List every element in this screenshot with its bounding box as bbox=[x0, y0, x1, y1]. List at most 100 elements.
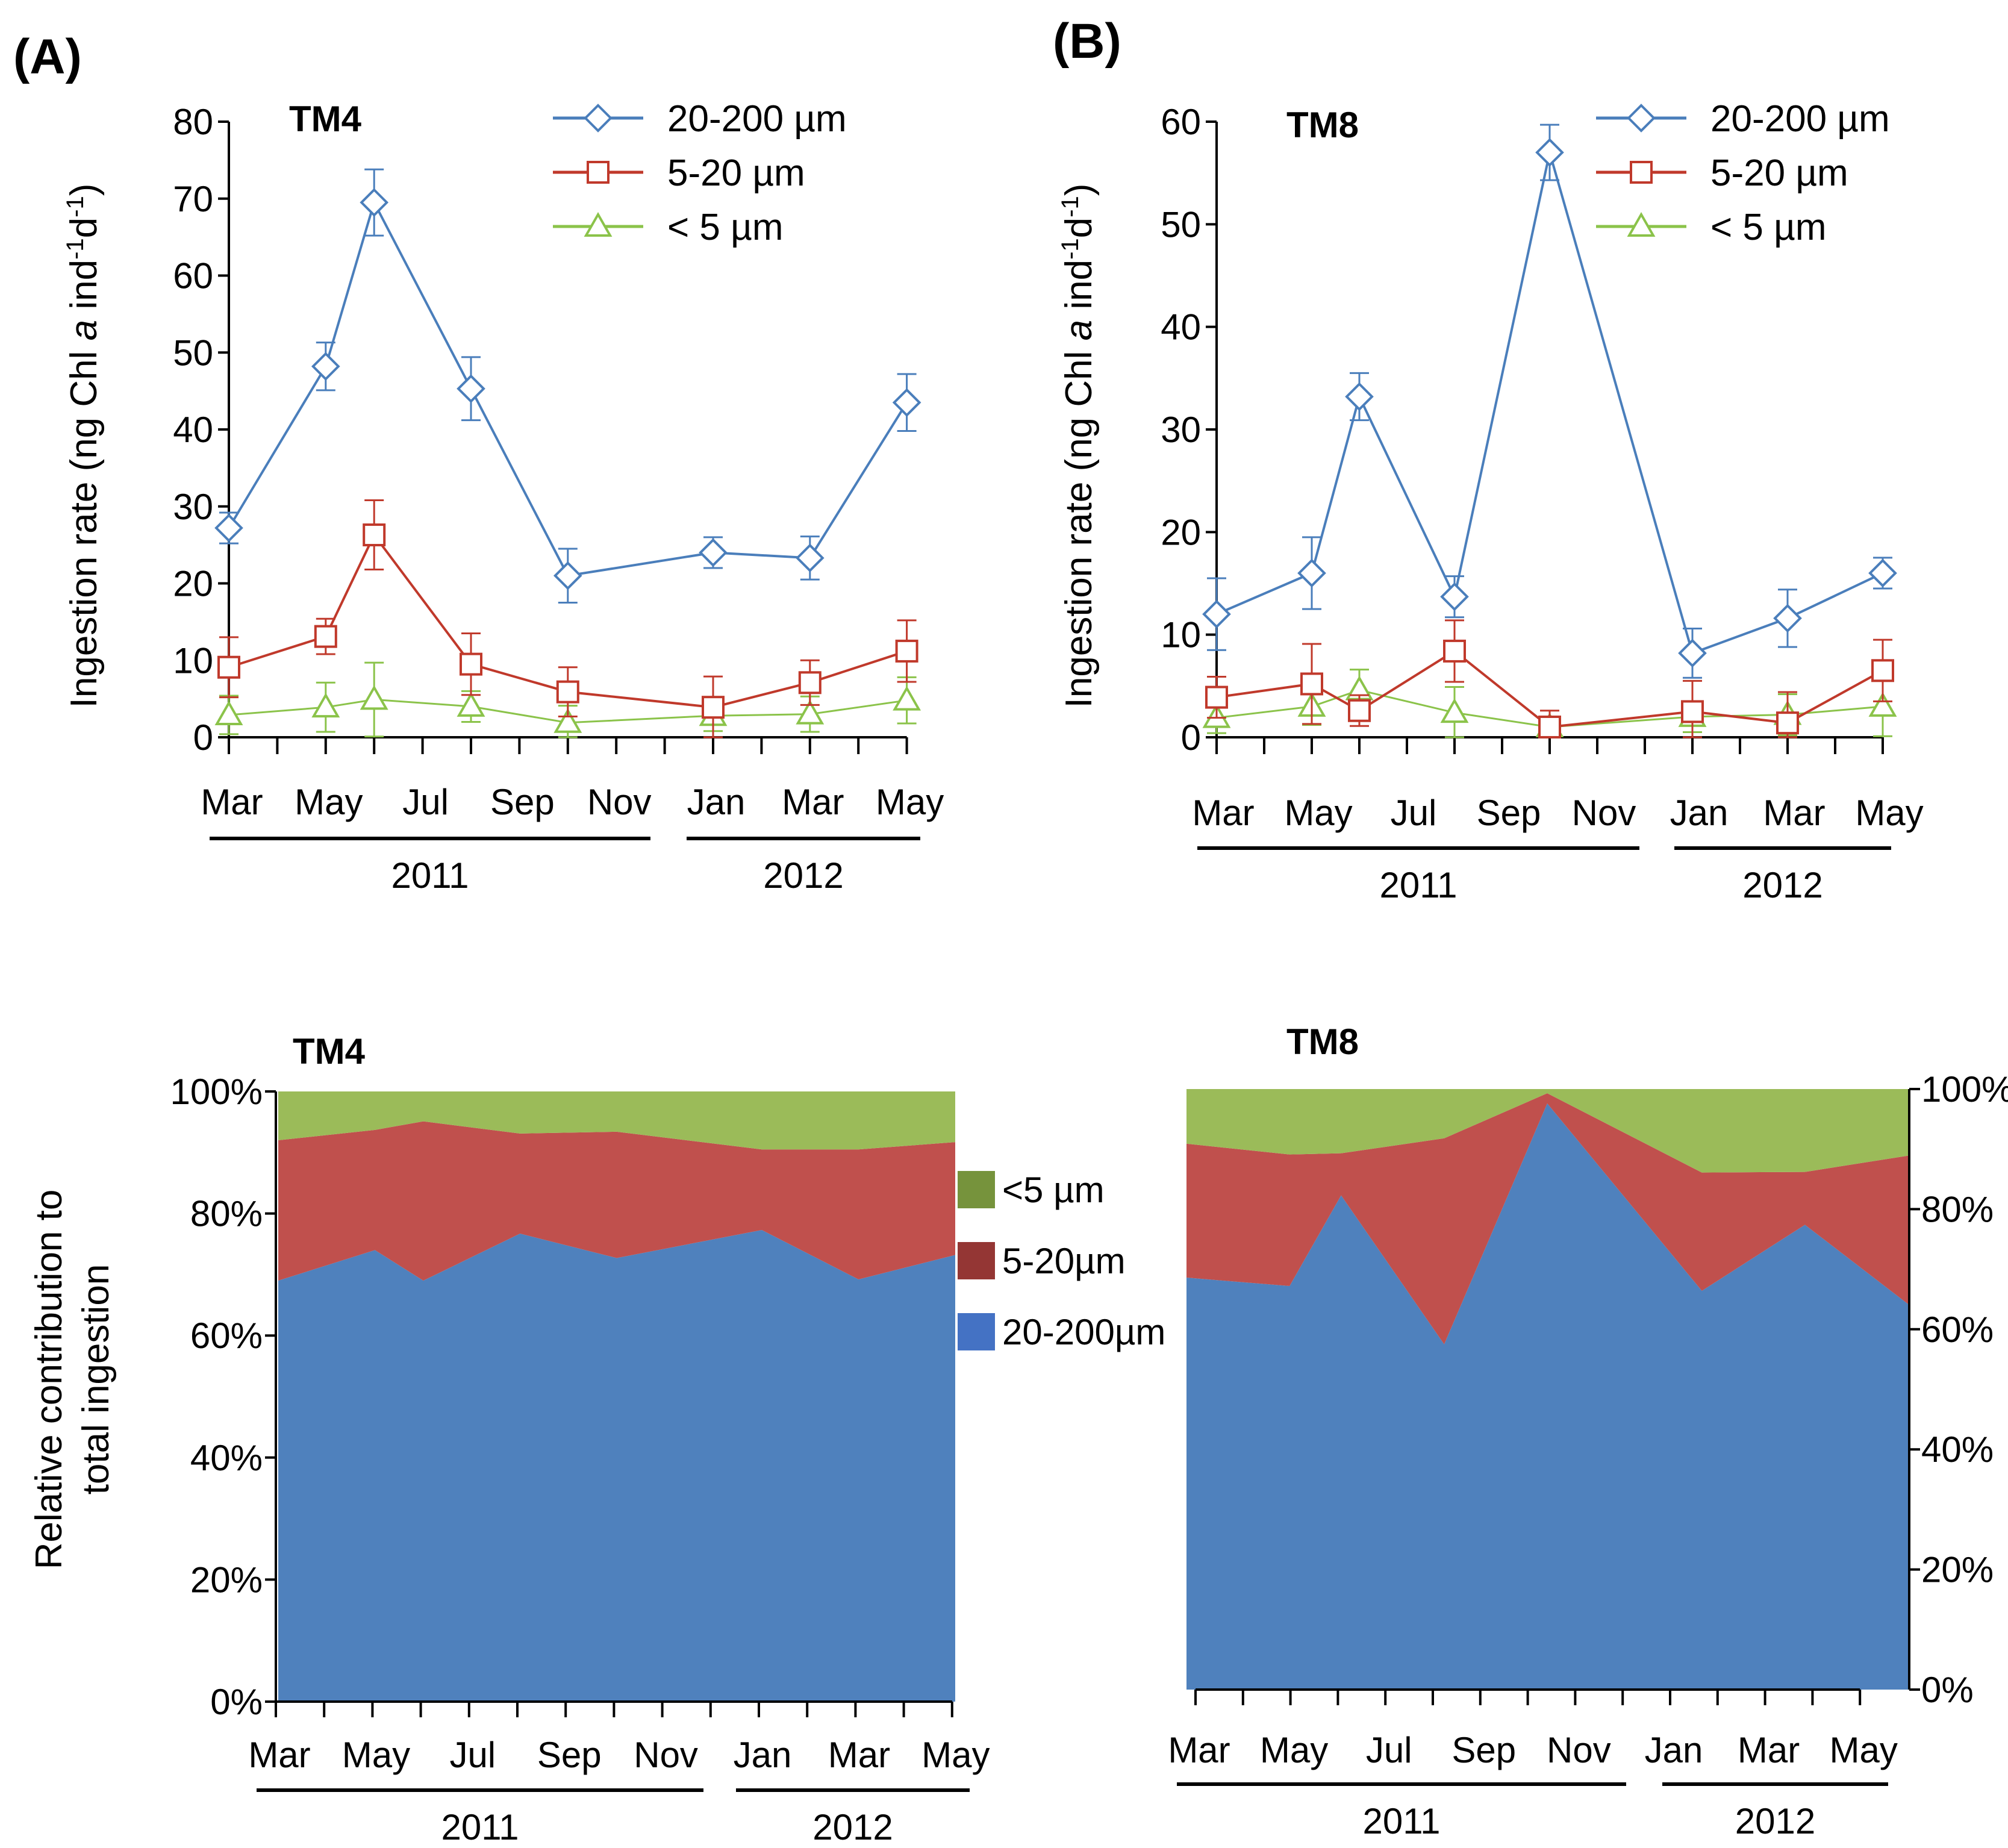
legend-label: 20-200 µm bbox=[1710, 98, 1890, 140]
x-tick-label: May bbox=[1830, 1730, 1898, 1770]
data-point bbox=[214, 513, 243, 543]
y-tick-label: 20% bbox=[1921, 1550, 1994, 1590]
legend-label: <5 µm bbox=[1002, 1170, 1105, 1210]
chart-b-ylabel: Ingestion rate (ng Chl a ind-1d-1) bbox=[1057, 184, 1100, 708]
legend-label: 5-20 µm bbox=[1710, 152, 1848, 194]
x-tick-label: Sep bbox=[537, 1735, 602, 1775]
panel-letter-b: (B) bbox=[1053, 14, 1121, 69]
legend-label: 5-20µm bbox=[1002, 1241, 1126, 1281]
y-tick-label: 10 bbox=[1161, 615, 1201, 655]
data-point bbox=[699, 538, 728, 567]
x-tick-label: Nov bbox=[587, 782, 652, 822]
data-point bbox=[360, 188, 389, 217]
data-point bbox=[457, 374, 485, 404]
data-point bbox=[314, 625, 337, 648]
data-point bbox=[795, 543, 825, 573]
year-label-2012: 2012 bbox=[1735, 1801, 1815, 1841]
y-tick-label: 30 bbox=[1161, 410, 1201, 450]
y-tick-label: 60 bbox=[1161, 102, 1201, 142]
x-tick-label: May bbox=[876, 782, 944, 822]
data-point bbox=[556, 680, 579, 704]
data-point bbox=[1300, 672, 1323, 696]
y-tick-label: 0% bbox=[210, 1682, 263, 1722]
legend-label: 20-200 µm bbox=[667, 98, 847, 140]
legend-swatch bbox=[958, 1171, 995, 1208]
data-point bbox=[311, 693, 340, 718]
data-point bbox=[1535, 138, 1564, 167]
legend-swatch bbox=[958, 1313, 995, 1350]
data-point bbox=[798, 671, 822, 695]
legend-marker bbox=[1627, 104, 1656, 133]
chart-c-ylabel: Relative contribution to bbox=[28, 1190, 70, 1570]
chart-a-ylabel: Ingestion rate (ng Chl a ind-1d-1) bbox=[62, 184, 105, 708]
x-tick-label: Nov bbox=[634, 1735, 698, 1775]
y-tick-label: 40% bbox=[190, 1438, 263, 1478]
data-point bbox=[217, 655, 240, 679]
x-tick-label: Jan bbox=[1645, 1730, 1703, 1770]
panel-letter-a: (A) bbox=[13, 30, 82, 84]
x-tick-label: Sep bbox=[490, 782, 555, 822]
x-tick-label: Jul bbox=[1391, 793, 1437, 833]
year-label-2012: 2012 bbox=[763, 855, 843, 896]
data-point bbox=[1868, 558, 1897, 588]
year-label-2012: 2012 bbox=[812, 1807, 893, 1847]
y-tick-label: 30 bbox=[173, 487, 213, 527]
legend-label: 5-20 µm bbox=[667, 152, 805, 194]
data-point bbox=[895, 639, 918, 663]
series-line-0 bbox=[1216, 152, 1883, 655]
chart-c-tm4-contribution: TM4 Relative contribution to total inges… bbox=[28, 1031, 1165, 1847]
y-tick-label: 50 bbox=[1161, 204, 1201, 245]
chart-a-title: TM4 bbox=[289, 99, 362, 139]
x-tick-label: May bbox=[342, 1735, 410, 1775]
data-point bbox=[702, 696, 725, 719]
x-tick-label: May bbox=[295, 782, 363, 822]
area-band-0 bbox=[278, 1229, 955, 1702]
data-point bbox=[1443, 639, 1466, 663]
data-point bbox=[553, 708, 582, 733]
x-tick-label: May bbox=[1260, 1730, 1328, 1770]
data-point bbox=[1440, 698, 1469, 723]
year-label-2012: 2012 bbox=[1742, 865, 1822, 905]
legend-marker bbox=[584, 104, 613, 133]
legend-label: < 5 µm bbox=[667, 207, 784, 248]
x-tick-label: Mar bbox=[782, 782, 844, 822]
series-line-0 bbox=[228, 199, 908, 577]
data-point bbox=[1678, 638, 1707, 668]
data-point bbox=[796, 699, 825, 725]
data-point bbox=[1297, 558, 1326, 588]
x-tick-label: Jan bbox=[734, 1735, 792, 1775]
data-point bbox=[363, 523, 386, 547]
data-point bbox=[893, 685, 921, 711]
y-tick-label: 80% bbox=[1921, 1189, 1994, 1229]
y-tick-label: 80 bbox=[173, 102, 213, 142]
y-tick-label: 100% bbox=[1921, 1069, 2008, 1110]
area-band-2 bbox=[1186, 1089, 1908, 1173]
area-band-1 bbox=[278, 1121, 955, 1281]
chart-a-tm4-ingestion: TM4 Ingestion rate (ng Chl a ind-1d-1) 0… bbox=[62, 98, 944, 896]
y-tick-label: 10 bbox=[173, 640, 213, 681]
x-tick-label: Mar bbox=[1192, 793, 1254, 833]
legend-label: < 5 µm bbox=[1710, 207, 1827, 248]
x-tick-label: Jul bbox=[1366, 1730, 1412, 1770]
x-tick-label: Mar bbox=[248, 1735, 310, 1775]
data-point bbox=[360, 685, 388, 710]
x-tick-label: Mar bbox=[1763, 793, 1825, 833]
legend-marker bbox=[587, 161, 610, 184]
y-tick-label: 40 bbox=[173, 410, 213, 450]
chart-b-tm8-ingestion: TM8 Ingestion rate (ng Chl a ind-1d-1) 0… bbox=[1057, 98, 1924, 905]
data-point bbox=[1681, 700, 1704, 723]
data-point bbox=[460, 652, 482, 676]
legend-marker bbox=[1627, 211, 1656, 237]
y-tick-label: 0 bbox=[1181, 717, 1201, 758]
y-tick-label: 60 bbox=[173, 256, 213, 296]
data-point bbox=[1345, 382, 1374, 411]
year-label-2011: 2011 bbox=[1362, 1801, 1440, 1841]
y-tick-label: 60% bbox=[1921, 1310, 1994, 1350]
x-tick-label: Sep bbox=[1477, 793, 1541, 833]
y-tick-label: 20% bbox=[190, 1559, 263, 1600]
data-point bbox=[892, 388, 921, 417]
x-tick-label: May bbox=[921, 1735, 990, 1775]
area-band-0 bbox=[1186, 1103, 1908, 1690]
x-tick-label: May bbox=[1284, 793, 1352, 833]
